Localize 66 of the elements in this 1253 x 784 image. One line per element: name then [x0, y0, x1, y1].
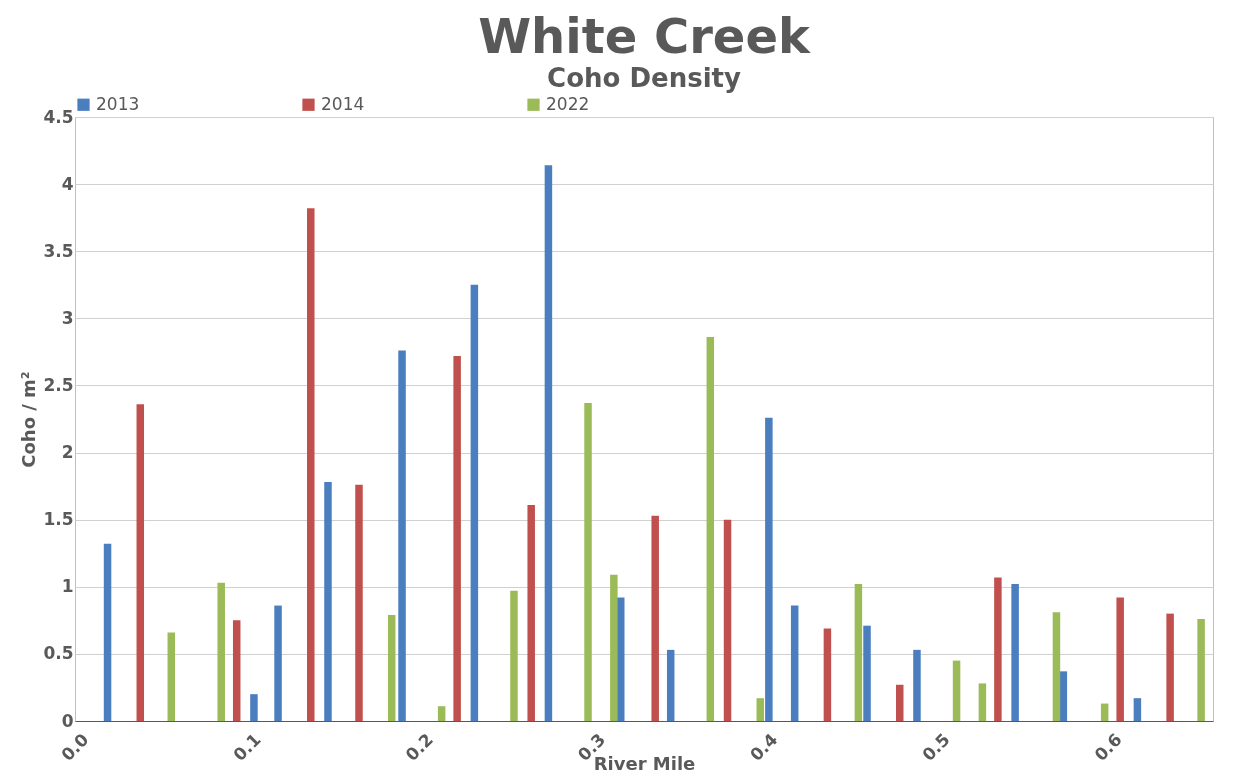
chart-subtitle: Coho Density: [547, 63, 741, 93]
bar: [1059, 671, 1068, 721]
bar: [1116, 597, 1124, 721]
x-tick-label: 0.2: [401, 729, 437, 765]
bar: [1100, 703, 1109, 721]
x-tick-label: 0.0: [57, 729, 93, 765]
y-tick-label: 0: [61, 710, 74, 731]
x-tick-label: 0.6: [1090, 729, 1126, 765]
bar: [510, 590, 518, 721]
bar: [913, 649, 921, 721]
legend-label: 2014: [321, 93, 365, 114]
x-tick-label: 0.5: [918, 729, 954, 765]
bar: [167, 632, 176, 721]
bar: [217, 582, 225, 721]
y-tick-label: 4.5: [43, 106, 74, 127]
bar: [103, 543, 112, 721]
bar: [1133, 698, 1142, 721]
y-tick-label: 2: [61, 442, 74, 463]
bar: [398, 350, 406, 721]
bar: [994, 577, 1002, 721]
bar: [666, 649, 675, 721]
bar: [1052, 612, 1061, 721]
bar: [651, 515, 659, 721]
bar: [617, 597, 625, 721]
bar: [136, 404, 145, 721]
bar: [978, 683, 987, 721]
bar: [584, 402, 592, 721]
y-tick-label: 3.5: [43, 240, 74, 261]
bar: [823, 628, 832, 721]
y-axis-title: Coho / m²: [18, 371, 40, 468]
x-tick-label: 0.1: [229, 729, 265, 765]
y-tick-label: 2.5: [43, 374, 74, 395]
bar: [1166, 613, 1174, 721]
bar: [274, 605, 282, 721]
bar: [756, 698, 764, 721]
legend-label: 2022: [546, 93, 590, 114]
bar: [453, 355, 461, 721]
bar: [470, 284, 479, 721]
y-tick-label: 1: [61, 576, 74, 597]
bar: [544, 165, 553, 721]
y-tick-label: 0.5: [43, 643, 74, 664]
bar: [307, 208, 315, 721]
bar: [854, 584, 863, 721]
bar: [610, 574, 618, 721]
bar: [706, 337, 715, 721]
bar: [250, 694, 258, 721]
bar: [952, 660, 961, 721]
bar: [1011, 584, 1019, 721]
bar: [324, 482, 332, 721]
bar: [355, 484, 363, 721]
y-tick-label: 4: [61, 173, 74, 194]
y-tick-label: 3: [61, 307, 74, 328]
bar: [723, 519, 732, 721]
y-tick-label: 1.5: [43, 509, 74, 530]
bar: [387, 614, 396, 721]
bar: [232, 620, 241, 721]
bar: [895, 684, 904, 721]
bar: [863, 625, 871, 721]
bar: [437, 706, 446, 721]
bar: [790, 605, 799, 721]
x-tick-label: 0.4: [745, 729, 782, 765]
bar: [1197, 618, 1205, 721]
bar: [765, 417, 773, 721]
chart-title: White Creek: [478, 8, 811, 64]
bar: [527, 504, 535, 721]
legend-label: 2013: [96, 93, 140, 114]
